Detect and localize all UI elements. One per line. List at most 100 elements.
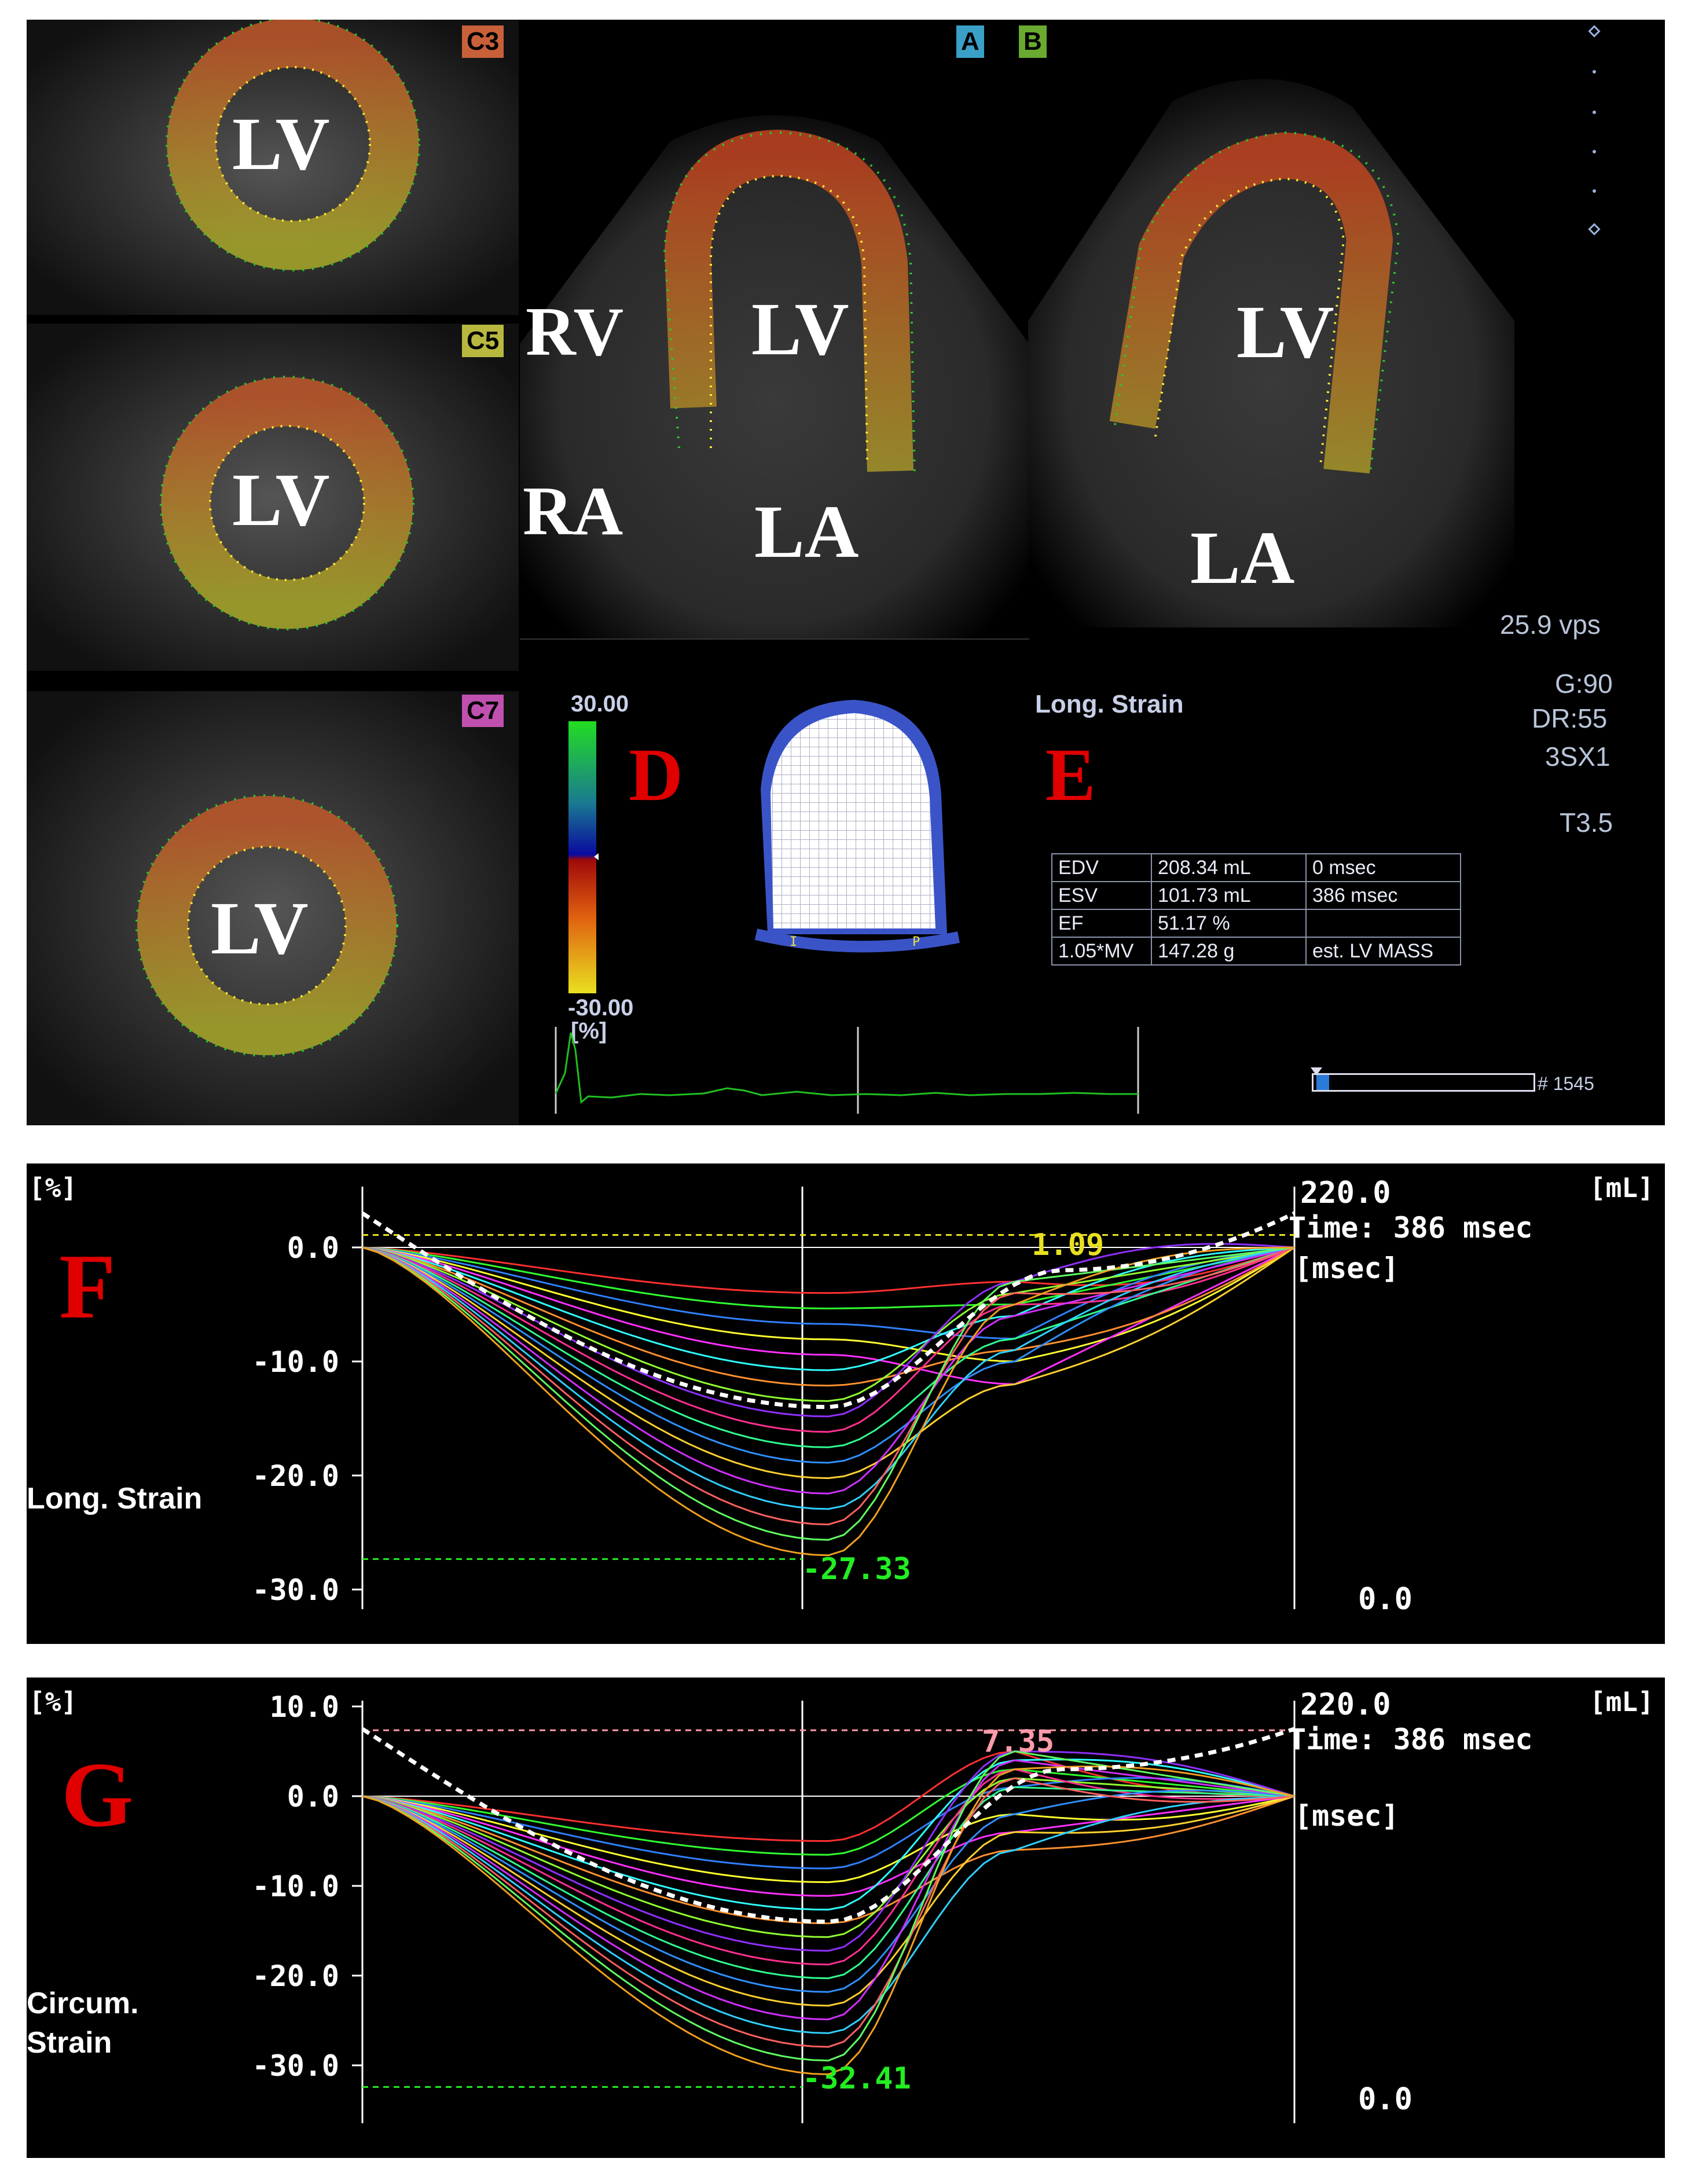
- g-unit-left: [%]: [29, 1686, 77, 1717]
- rv-label: RV: [526, 293, 624, 370]
- segment-strain-curve: [362, 1768, 1295, 1856]
- dynamic-range: DR:55: [1532, 703, 1608, 733]
- lv-3d-mesh[interactable]: I P: [744, 691, 988, 957]
- colorbar-max: 30.00: [571, 691, 629, 717]
- segment-strain-curve: [362, 1786, 1295, 1980]
- panel-letter-g: G: [61, 1743, 134, 1846]
- myocardium-ring-1: [27, 20, 519, 315]
- slider-thumb[interactable]: [1316, 1075, 1329, 1090]
- depth-scale-icon: [1588, 25, 1601, 236]
- segment-strain-curve: [362, 1246, 1295, 1510]
- circum-strain-panel: 10.0 0.0 -10.0 -20.0 -30.0 [%] [mL] 220.0 Ti…: [27, 1678, 1665, 2158]
- segment-strain-curve: [362, 1750, 1295, 1842]
- lv-label-sax-3: LV: [211, 887, 309, 970]
- transmit-frequency: T3.5: [1560, 807, 1613, 838]
- y-tick-label: -20.0: [252, 1959, 339, 1993]
- colorbar-min: -30.00: [568, 995, 634, 1021]
- segment-strain-curve: [362, 1246, 1295, 1385]
- f-peak-value: 1.09: [1032, 1228, 1104, 1262]
- segment-strain-curve: [362, 1795, 1295, 2034]
- mesh-marker-i: I: [790, 935, 797, 949]
- short-axis-view-2[interactable]: LV: [27, 324, 519, 671]
- segment-strain-curve: [362, 1246, 1295, 1541]
- segment-strain-curve: [362, 1246, 1295, 1294]
- frame-number: # 1545: [1538, 1073, 1594, 1094]
- view-badge-c7[interactable]: C7: [462, 695, 504, 727]
- long-strain-chart[interactable]: 0.0 -10.0 -20.0 -30.0 [%] [mL] 220.0 Time: …: [27, 1163, 1665, 1644]
- y-tick-label: -20.0: [252, 1459, 339, 1493]
- segment-strain-curve: [362, 1795, 1295, 1897]
- lv-label-sax-2: LV: [232, 458, 330, 542]
- la-label-apical-a: LA: [754, 490, 859, 574]
- segment-strain-curve: [362, 1246, 1295, 1448]
- view-badge-a[interactable]: A: [956, 25, 984, 58]
- metric-value: 208.34 mL: [1151, 853, 1307, 882]
- panel-letter-d: D: [629, 733, 683, 817]
- panel-letter-e: E: [1045, 733, 1096, 817]
- long-strain-panel: 0.0 -10.0 -20.0 -30.0 [%] [mL] 220.0 Time: …: [27, 1163, 1665, 1644]
- global-strain-curve: [361, 1727, 1296, 1924]
- metric-value: 147.28 g: [1151, 937, 1307, 966]
- segment-strain-curve: [362, 1789, 1295, 1993]
- f-unit-right: [mL]: [1590, 1172, 1654, 1203]
- colorbar-unit: [%]: [571, 1018, 607, 1044]
- metric-extra: 0 msec: [1305, 853, 1461, 882]
- table-row: 1.05*MV 147.28 g est. LV MASS: [1051, 937, 1461, 966]
- segment-strain-curve: [362, 1765, 1295, 2076]
- circum-strain-chart[interactable]: 10.0 0.0 -10.0 -20.0 -30.0 [%] [mL] 220.0 Ti…: [27, 1678, 1665, 2158]
- strain-type-title: Long. Strain: [1035, 690, 1184, 718]
- y-tick-label: 0.0: [287, 1780, 339, 1814]
- segment-strain-curve: [362, 1246, 1295, 1402]
- lv-label-apical-a: LV: [751, 288, 849, 371]
- segment-strain-curve: [362, 1246, 1295, 1495]
- segment-strain-curve: [362, 1246, 1295, 1363]
- metric-extra: [1305, 909, 1461, 938]
- lv-label-apical-b: LV: [1237, 291, 1334, 374]
- segment-strain-curve: [362, 1795, 1295, 1884]
- table-row: EF 51.17 %: [1051, 909, 1461, 938]
- mesh-marker-p: P: [912, 935, 920, 949]
- echo-viewer: LV C3 LV C5 LV C7: [27, 20, 1665, 1125]
- segment-strain-curve: [362, 1777, 1295, 2048]
- segment-strain-curve: [362, 1750, 1295, 2062]
- segment-strain-curve: [362, 1795, 1295, 2007]
- gain: G:90: [1555, 669, 1613, 699]
- f-right-top: 220.0: [1300, 1176, 1391, 1210]
- y-tick-label: -10.0: [252, 1345, 339, 1379]
- myocardium-ring-3: [27, 691, 519, 1125]
- apical-b-image: [1028, 79, 1514, 628]
- f-min-value: -27.33: [802, 1552, 911, 1587]
- short-axis-view-1[interactable]: LV: [27, 20, 519, 315]
- apical-view-b[interactable]: LV LA: [1028, 20, 1538, 645]
- global-strain-curve: [361, 1211, 1296, 1409]
- segment-strain-curve: [362, 1750, 1295, 1952]
- segment-strain-curve: [362, 1246, 1295, 1340]
- table-row: EDV 208.34 mL 0 msec: [1051, 853, 1461, 882]
- apical-a-image: [520, 115, 1029, 640]
- y-tick-label: -10.0: [252, 1870, 339, 1903]
- metric-value: 101.73 mL: [1151, 881, 1307, 910]
- view-badge-b[interactable]: B: [1019, 25, 1047, 58]
- segment-strain-curve: [362, 1246, 1295, 1371]
- g-right-top: 220.0: [1300, 1687, 1391, 1722]
- view-badge-c3[interactable]: C3: [462, 25, 504, 58]
- myocardium-ring-2: [27, 324, 519, 671]
- apical-view-a[interactable]: RV LV RA LA: [520, 20, 1029, 645]
- y-tick-label: -30.0: [252, 1573, 339, 1607]
- panel-letter-f: F: [59, 1235, 116, 1338]
- g-series-label-2: Strain: [27, 2026, 112, 2060]
- metric-name: 1.05*MV: [1051, 937, 1152, 966]
- short-axis-view-3[interactable]: LV: [27, 691, 519, 1125]
- strain-colorbar: [568, 721, 599, 993]
- metric-extra: 386 msec: [1305, 881, 1461, 910]
- segment-strain-curve: [362, 1777, 1295, 1938]
- f-time-label: Time: 386 msec: [1289, 1211, 1532, 1245]
- y-tick-label: -30.0: [252, 2049, 339, 2083]
- view-badge-c5[interactable]: C5: [462, 325, 504, 357]
- g-time-label: Time: 386 msec: [1289, 1723, 1532, 1756]
- y-tick-label: 0.0: [287, 1231, 339, 1265]
- f-series-label: Long. Strain: [27, 1482, 202, 1515]
- segment-strain-curve: [362, 1246, 1295, 1310]
- frame-slider[interactable]: [1312, 1073, 1535, 1092]
- segment-strain-curve: [362, 1246, 1295, 1433]
